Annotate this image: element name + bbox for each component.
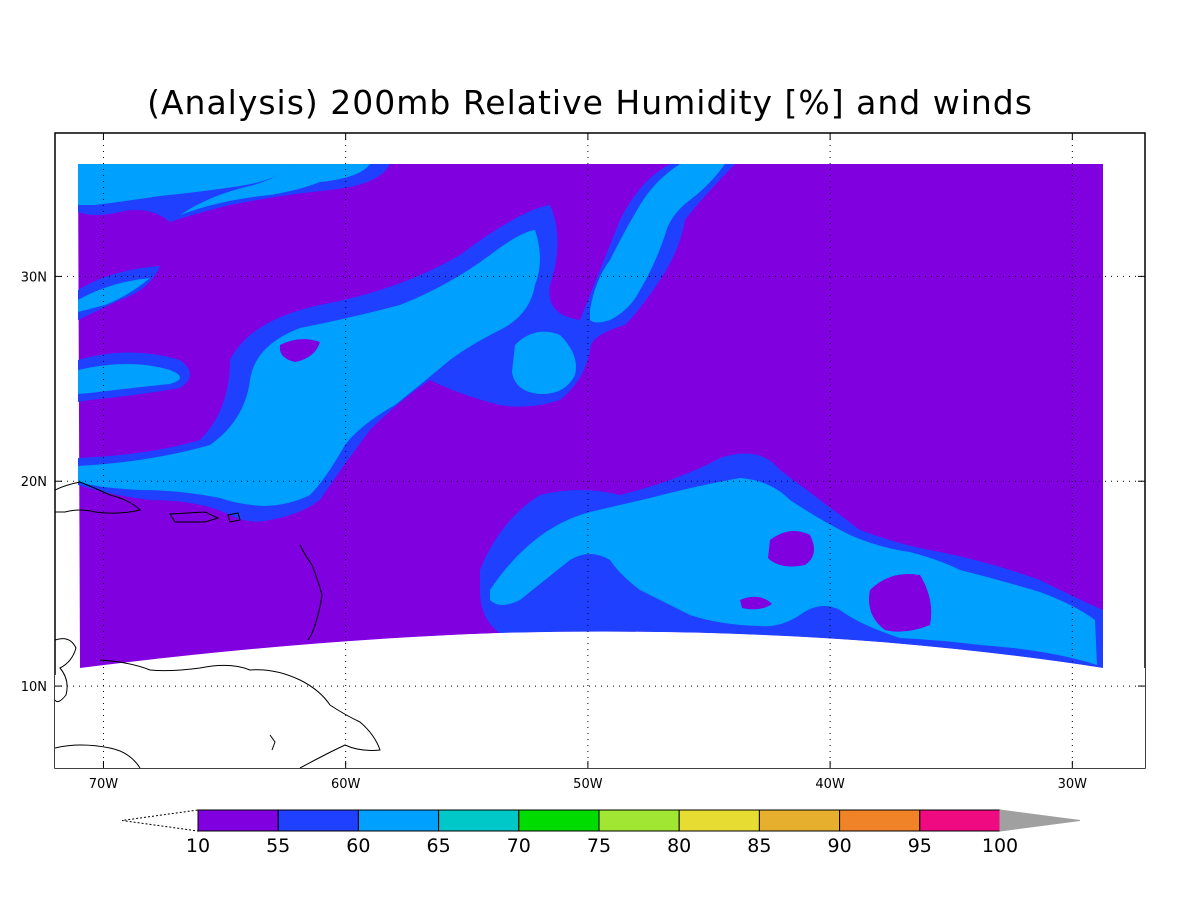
- colorbar-level-label: 60: [346, 835, 370, 857]
- lon-tick-label: 30W: [1058, 777, 1088, 792]
- colorbar-swatch: [919, 809, 1001, 832]
- lon-tick-label: 50W: [573, 777, 603, 792]
- colorbar-level-label: 70: [507, 835, 531, 857]
- colorbar-under-arrow: [121, 809, 199, 832]
- colorbar: 10 55 60 65 70 75 80 85 90 95 100: [121, 809, 1081, 857]
- colorbar-swatch: [839, 809, 921, 832]
- colorbar-level-label: 65: [427, 835, 451, 857]
- colorbar-swatch: [277, 809, 359, 832]
- coastlines: [55, 481, 381, 768]
- colorbar-over-arrow: [999, 809, 1081, 832]
- colorbar-swatch: [197, 809, 279, 832]
- colorbar-swatch: [357, 809, 440, 832]
- colorbar-level-label: 85: [747, 835, 771, 857]
- colorbar-swatch: [678, 809, 760, 832]
- rh-band-60-65: [78, 164, 1097, 665]
- colorbar-level-label: 100: [982, 835, 1018, 857]
- colorbar-level-label: 80: [667, 835, 691, 857]
- colorbar-swatch: [518, 809, 600, 832]
- colorbar-swatch: [438, 809, 520, 832]
- lon-tick-label: 70W: [89, 777, 119, 792]
- map-content: [55, 133, 1145, 768]
- colorbar-swatch: [598, 809, 680, 832]
- lon-tick-label: 60W: [331, 777, 361, 792]
- colorbar-level-label: 75: [587, 835, 611, 857]
- rh-low-patches: [279, 339, 932, 632]
- lat-tick-label: 30N: [21, 270, 47, 285]
- figure-title: (Analysis) 200mb Relative Humidity [%] a…: [147, 83, 1033, 122]
- axis-ticks: 70W 60W 50W 40W 30W 30N 20N 10N: [21, 133, 1145, 792]
- lat-tick-label: 20N: [21, 475, 47, 490]
- colorbar-level-label: 90: [828, 835, 852, 857]
- colorbar-swatch: [758, 809, 841, 832]
- colorbar-level-label: 55: [266, 835, 290, 857]
- colorbar-level-label: 10: [186, 835, 210, 857]
- missing-data-region: [55, 631, 1145, 768]
- lon-tick-label: 40W: [815, 777, 845, 792]
- colorbar-level-label: 95: [908, 835, 932, 857]
- lat-tick-label: 10N: [21, 680, 47, 695]
